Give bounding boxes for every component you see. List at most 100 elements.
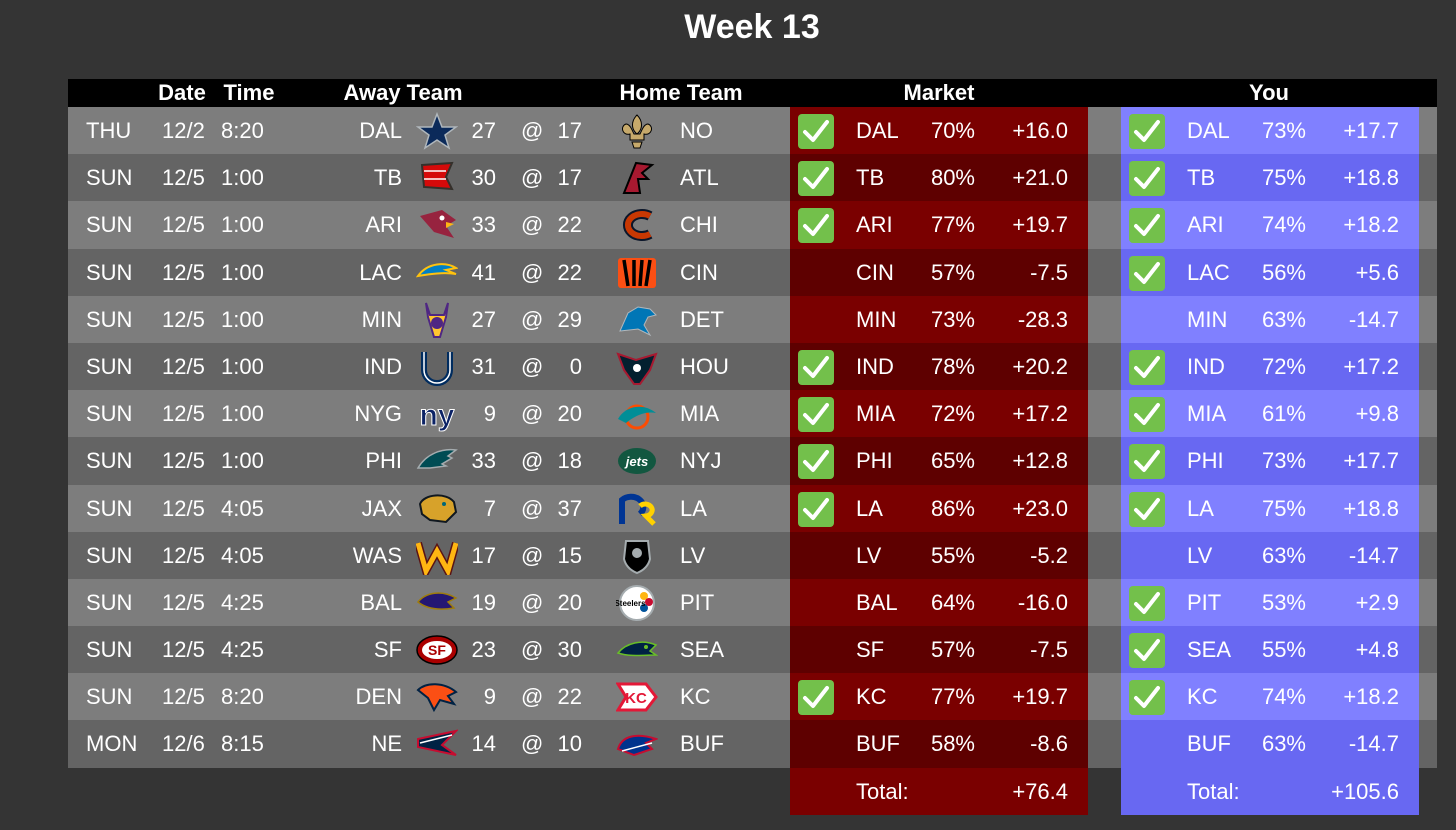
game-day: SUN <box>86 684 133 710</box>
away-team-abbr: NE <box>371 731 402 757</box>
game-time: 4:05 <box>221 495 264 521</box>
pick-team: BUF <box>1187 731 1231 757</box>
pick-team: ARI <box>1187 212 1224 238</box>
market-total-row: Total: +76.4 <box>790 767 1088 815</box>
pick-points: +4.8 <box>1355 637 1399 663</box>
pick-points: +19.7 <box>1012 684 1068 710</box>
pick-points: +21.0 <box>1012 165 1068 191</box>
lion-logo-icon <box>616 301 658 339</box>
pick-confidence: 73% <box>1261 118 1306 143</box>
flag-logo-icon <box>416 159 458 197</box>
game-day: SUN <box>86 306 133 332</box>
game-day: MON <box>86 731 138 757</box>
home-score: 17 <box>557 118 582 143</box>
away-score: 41 <box>471 259 496 285</box>
game-date: 12/5 <box>162 165 205 191</box>
pick-team: LV <box>856 542 882 568</box>
game-date: 12/5 <box>162 306 205 332</box>
game-time: 4:05 <box>221 542 264 568</box>
pick-confidence: 65% <box>930 448 975 474</box>
away-score: 30 <box>471 165 496 191</box>
pick-team: KC <box>856 684 887 710</box>
eagle-logo-icon <box>416 442 458 480</box>
you-pick-row: LAC 56% +5.6 <box>1121 248 1419 296</box>
pick-confidence: 63% <box>1261 306 1306 332</box>
pick-confidence: 61% <box>1261 401 1306 427</box>
at-symbol: @ <box>521 542 544 568</box>
pick-points: -7.5 <box>1030 637 1068 663</box>
market-pick-row: KC 77% +19.7 <box>790 673 1088 721</box>
pick-team: BAL <box>856 589 898 615</box>
game-date: 12/5 <box>162 684 205 710</box>
home-score: 20 <box>557 589 582 615</box>
away-team-abbr: PHI <box>365 448 402 474</box>
header-date: Date <box>158 80 206 105</box>
dolphin-logo-icon <box>616 395 658 433</box>
svg-text:SF: SF <box>428 642 446 658</box>
away-score: 9 <box>483 684 496 710</box>
home-team-abbr: LA <box>680 495 707 521</box>
pick-confidence: 55% <box>1261 637 1306 663</box>
game-time: 1:00 <box>221 259 264 285</box>
pick-points: -14.7 <box>1348 731 1399 757</box>
market-pick-row: PHI 65% +12.8 <box>790 437 1088 485</box>
away-team-abbr: MIN <box>361 306 402 332</box>
pick-confidence: 63% <box>1261 731 1306 757</box>
home-score: 22 <box>557 684 582 710</box>
game-day: SUN <box>86 259 133 285</box>
pick-team: MIN <box>1187 306 1228 332</box>
market-pick-row: LV 55% -5.2 <box>790 531 1088 579</box>
you-pick-row: PHI 73% +17.7 <box>1121 437 1419 485</box>
check-icon <box>1129 349 1165 385</box>
at-symbol: @ <box>521 306 544 332</box>
away-team-abbr: SF <box>373 637 402 663</box>
pick-confidence: 73% <box>1261 448 1306 474</box>
you-total-row: Total: +105.6 <box>1121 767 1419 815</box>
away-score: 27 <box>471 306 496 332</box>
svg-text:ny: ny <box>419 399 454 432</box>
game-time: 1:00 <box>221 306 264 332</box>
game-day: THU <box>86 118 132 143</box>
at-symbol: @ <box>521 684 544 710</box>
patriot-logo-icon <box>416 725 458 763</box>
game-time: 8:15 <box>221 731 264 757</box>
pick-points: -8.6 <box>1030 731 1068 757</box>
pick-confidence: 55% <box>930 542 975 568</box>
sf-oval-logo-icon: SF <box>416 631 458 669</box>
pick-team: TB <box>1187 165 1216 191</box>
you-pick-row: BUF 63% -14.7 <box>1121 720 1419 768</box>
away-team-abbr: TB <box>373 165 402 191</box>
ram-logo-icon <box>616 490 658 528</box>
pick-confidence: 53% <box>1261 589 1306 615</box>
cardinal-logo-icon <box>416 206 458 244</box>
away-score: 19 <box>471 589 496 615</box>
total-value: +76.4 <box>1012 778 1068 804</box>
pick-points: +17.2 <box>1012 401 1068 427</box>
pick-confidence: 72% <box>1261 353 1306 379</box>
game-time: 4:25 <box>221 637 264 663</box>
away-score: 9 <box>483 401 496 427</box>
game-day: SUN <box>86 165 133 191</box>
pick-team: MIA <box>1187 401 1227 427</box>
home-team-abbr: NO <box>680 118 713 143</box>
home-score: 10 <box>557 731 582 757</box>
game-time: 1:00 <box>221 448 264 474</box>
home-team-abbr: LV <box>680 542 706 568</box>
pick-confidence: 75% <box>1261 495 1306 521</box>
at-symbol: @ <box>521 165 544 191</box>
pick-confidence: 56% <box>1261 259 1306 285</box>
pick-team: MIA <box>856 401 896 427</box>
pick-points: +17.7 <box>1343 118 1399 143</box>
c-letter-logo-icon <box>616 206 658 244</box>
home-team-abbr: DET <box>680 306 724 332</box>
game-day: SUN <box>86 495 133 521</box>
away-team-abbr: ARI <box>365 212 402 238</box>
market-pick-row: BUF 58% -8.6 <box>790 720 1088 768</box>
you-pick-row: MIA 61% +9.8 <box>1121 390 1419 438</box>
at-symbol: @ <box>521 589 544 615</box>
check-icon <box>798 680 834 716</box>
table-header-bar <box>68 79 1437 107</box>
market-pick-row: SF 57% -7.5 <box>790 626 1088 674</box>
pick-team: IND <box>1187 353 1225 379</box>
home-score: 37 <box>557 495 582 521</box>
